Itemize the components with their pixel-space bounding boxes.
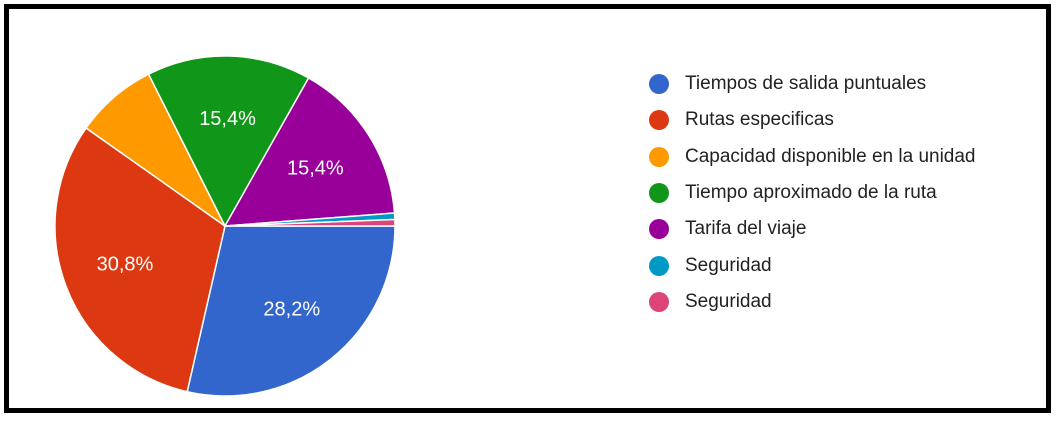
pie-slice-1: [186, 225, 396, 397]
slice-value-label: 15,4%: [287, 158, 344, 180]
legend-item: Seguridad: [649, 247, 976, 283]
legend-item: Tiempos de salida puntuales: [649, 66, 976, 102]
legend-label: Seguridad: [685, 290, 772, 312]
legend-item: Tarifa del viaje: [649, 211, 976, 247]
pie-chart: 28,2% 30,8% 15,4% 15,4%: [54, 55, 396, 397]
legend-label: Tiempo aproximado de la ruta: [685, 182, 937, 204]
legend-swatch: [649, 291, 669, 312]
pie-slice-4: [147, 55, 310, 228]
slice-value-label: 15,4%: [199, 108, 256, 130]
legend-item: Rutas especificas: [649, 102, 976, 138]
legend-swatch: [649, 74, 669, 95]
chart-frame: 28,2% 30,8% 15,4% 15,4% Tiempos de salida p…: [4, 4, 1051, 413]
pie-slice-5: [223, 76, 396, 227]
legend-swatch: [649, 255, 669, 276]
legend-swatch: [649, 183, 669, 204]
slice-value-label: 30,8%: [97, 253, 154, 275]
legend-item: Capacidad disponible en la unidad: [649, 139, 976, 175]
legend-swatch: [649, 219, 669, 240]
legend-label: Seguridad: [685, 254, 772, 276]
legend-label: Tiempos de salida puntuales: [685, 73, 927, 95]
legend-swatch: [649, 110, 669, 131]
pie-slice-7: [224, 218, 396, 227]
legend-item: Seguridad: [649, 284, 976, 320]
legend-swatch: [649, 146, 669, 167]
legend-label: Rutas especificas: [685, 109, 834, 131]
legend-label: Tarifa del viaje: [685, 218, 807, 240]
legend-item: Tiempo aproximado de la ruta: [649, 175, 976, 211]
legend: Tiempos de salida puntuales Rutas especif…: [649, 66, 976, 320]
legend-label: Capacidad disponible en la unidad: [685, 145, 976, 167]
slice-value-label: 28,2%: [263, 299, 320, 321]
pie-slice-2: [54, 126, 226, 393]
